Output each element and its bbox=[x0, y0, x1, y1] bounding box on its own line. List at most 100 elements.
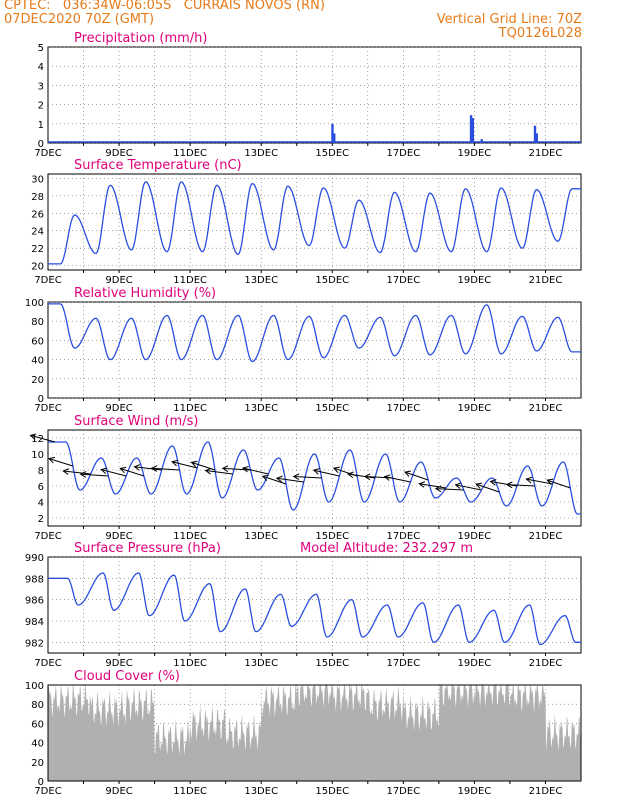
y-tick-label: 4 bbox=[38, 498, 44, 509]
y-tick-label: 20 bbox=[31, 262, 44, 273]
wind-arrow-head bbox=[133, 464, 141, 471]
x-tick-label: 17DEC bbox=[386, 403, 420, 414]
panel-frame-top bbox=[47, 684, 582, 782]
wind-arrow bbox=[120, 467, 145, 477]
y-tick-label: 984 bbox=[25, 617, 44, 628]
header-grid-line: Vertical Grid Line: 70Z bbox=[436, 12, 582, 27]
wind-arrow bbox=[205, 470, 233, 475]
x-tick-label: 7DEC bbox=[34, 786, 61, 797]
wind-arrow-head bbox=[190, 460, 198, 468]
temp-series-line bbox=[48, 181, 581, 265]
y-tick-label: 60 bbox=[31, 336, 44, 347]
panel-title: Surface Wind (m/s) bbox=[74, 414, 198, 429]
wind-arrow-head bbox=[332, 466, 340, 473]
panel-frame bbox=[47, 301, 582, 399]
x-tick-label: 9DEC bbox=[105, 403, 132, 414]
wind-arrow bbox=[172, 461, 198, 469]
panel-rh bbox=[47, 301, 582, 401]
wind-arrow-head bbox=[62, 468, 70, 475]
x-tick-label: 9DEC bbox=[105, 275, 132, 286]
x-tick-label: 7DEC bbox=[34, 403, 61, 414]
panel-wind bbox=[29, 429, 582, 529]
wind-arrow-head bbox=[48, 456, 56, 464]
precip-bar bbox=[480, 139, 483, 143]
wind-arrow-head bbox=[383, 474, 391, 481]
y-tick-label: 988 bbox=[25, 574, 44, 585]
wind-arrow bbox=[63, 470, 91, 475]
wind-arrow-head bbox=[363, 473, 371, 481]
x-tick-label: 13DEC bbox=[244, 786, 278, 797]
x-tick-label: 13DEC bbox=[244, 148, 278, 159]
x-tick-label: 11DEC bbox=[173, 786, 207, 797]
wind-arrow bbox=[101, 469, 127, 477]
panel-title: Relative Humidity (%) bbox=[74, 286, 216, 301]
wind-series-line bbox=[48, 441, 581, 515]
y-tick-label: 0 bbox=[38, 777, 44, 788]
wind-arrow bbox=[222, 467, 251, 471]
panel-pres bbox=[47, 556, 582, 656]
precip-bar bbox=[533, 125, 537, 143]
y-tick-label: 26 bbox=[31, 209, 44, 220]
wind-arrow bbox=[384, 476, 411, 483]
wind-arrow-head bbox=[489, 479, 497, 486]
x-tick-label: 13DEC bbox=[244, 658, 278, 669]
x-tick-label: 15DEC bbox=[315, 403, 349, 414]
x-tick-label: 19DEC bbox=[458, 403, 492, 414]
wind-arrow-head bbox=[434, 485, 442, 493]
panel-cloud bbox=[47, 684, 582, 784]
wind-arrow bbox=[151, 467, 180, 471]
y-tick-label: 4 bbox=[38, 62, 44, 73]
panel-title: Surface Temperature (nC) bbox=[74, 158, 242, 173]
x-tick-label: 13DEC bbox=[244, 531, 278, 542]
header-location: CPTEC: 036:34W-06:05S CURRAIS NOVOS (RN) bbox=[4, 0, 325, 13]
precip-bar bbox=[469, 115, 473, 143]
y-tick-label: 0 bbox=[38, 139, 44, 150]
x-tick-label: 17DEC bbox=[386, 275, 420, 286]
x-tick-label: 21DEC bbox=[529, 275, 563, 286]
precip-bar bbox=[333, 133, 336, 143]
x-tick-label: 9DEC bbox=[105, 531, 132, 542]
x-tick-label: 21DEC bbox=[529, 531, 563, 542]
x-tick-label: 17DEC bbox=[386, 531, 420, 542]
y-tick-label: 40 bbox=[31, 356, 44, 367]
panel-title: Precipitation (mm/h) bbox=[74, 31, 207, 46]
panel-precip bbox=[47, 46, 582, 146]
y-tick-label: 6 bbox=[38, 482, 44, 493]
x-tick-label: 11DEC bbox=[173, 403, 207, 414]
y-tick-label: 0 bbox=[38, 394, 44, 405]
y-tick-label: 30 bbox=[31, 174, 44, 185]
wind-arrow-head bbox=[312, 468, 320, 475]
y-tick-label: 10 bbox=[31, 450, 44, 461]
y-tick-label: 100 bbox=[25, 298, 44, 309]
y-tick-label: 990 bbox=[25, 553, 44, 564]
wind-arrow bbox=[475, 483, 500, 493]
wind-arrow bbox=[455, 484, 482, 491]
wind-arrow-head bbox=[221, 465, 229, 472]
wind-arrow bbox=[293, 475, 322, 479]
y-tick-label: 986 bbox=[25, 596, 44, 607]
y-tick-label: 1 bbox=[38, 120, 44, 131]
x-tick-label: 21DEC bbox=[529, 148, 563, 159]
wind-arrow-head bbox=[454, 482, 462, 490]
x-tick-label: 11DEC bbox=[173, 275, 207, 286]
x-tick-label: 19DEC bbox=[458, 786, 492, 797]
wind-arrow-head bbox=[404, 470, 412, 477]
panel-frame bbox=[47, 173, 582, 271]
y-tick-label: 28 bbox=[31, 192, 44, 203]
y-tick-label: 5 bbox=[38, 43, 44, 54]
panel-frame bbox=[47, 429, 582, 527]
wind-arrow-head bbox=[347, 471, 354, 479]
cloud-cover-area bbox=[48, 685, 581, 781]
wind-arrow bbox=[435, 488, 464, 491]
x-tick-label: 11DEC bbox=[173, 148, 207, 159]
panel-title-extra: Model Altitude: 232.297 m bbox=[300, 541, 473, 556]
panel-title: Surface Pressure (hPa) bbox=[74, 541, 221, 556]
x-tick-label: 9DEC bbox=[105, 786, 132, 797]
wind-arrow-head bbox=[546, 478, 554, 485]
x-tick-label: 7DEC bbox=[34, 275, 61, 286]
wind-arrow bbox=[134, 466, 162, 471]
rh-series-line bbox=[48, 303, 581, 363]
header-datetime: 07DEC2020 70Z (GMT) bbox=[4, 12, 155, 27]
y-tick-label: 20 bbox=[31, 758, 44, 769]
